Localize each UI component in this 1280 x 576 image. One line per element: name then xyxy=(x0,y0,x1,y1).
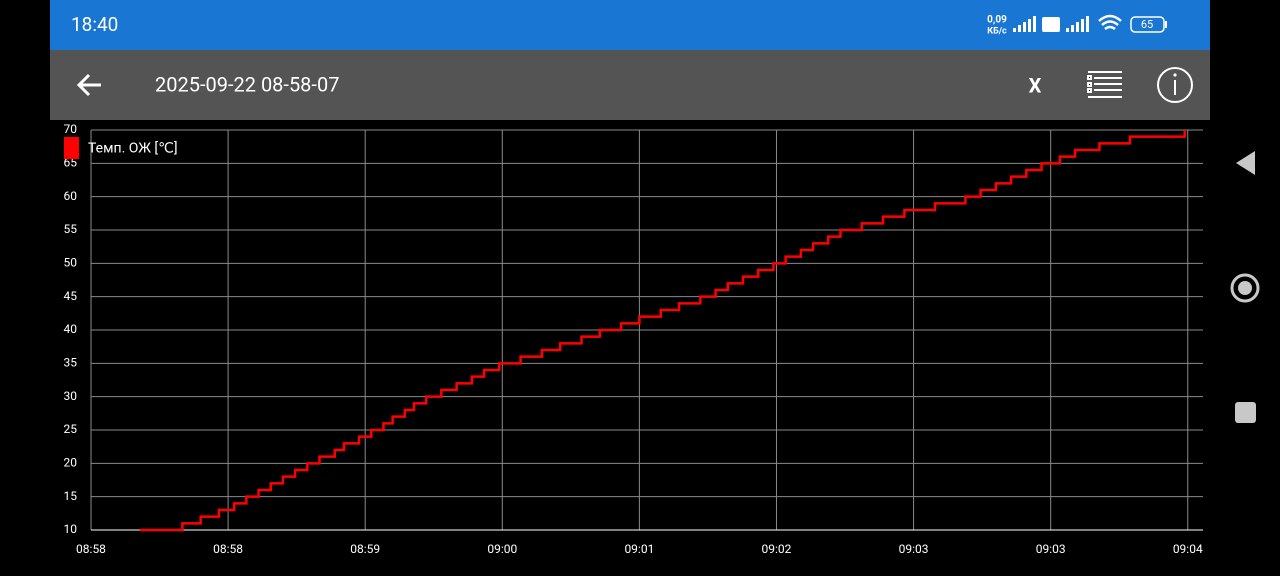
x-tick-label: 08:58 xyxy=(213,542,243,556)
legend-swatch xyxy=(64,137,79,159)
nav-back[interactable] xyxy=(1236,151,1255,175)
y-tick-label: 60 xyxy=(64,189,78,203)
y-tick-label: 65 xyxy=(64,156,78,170)
x-tick-label: 08:58 xyxy=(76,542,106,556)
legend-label: Темп. ОЖ [℃] xyxy=(88,141,178,157)
battery-level: 65 xyxy=(1141,18,1153,31)
y-tick-label: 40 xyxy=(64,322,78,336)
battery-icon xyxy=(1130,16,1165,33)
close-button[interactable]: X xyxy=(1029,73,1042,97)
nav-recents[interactable] xyxy=(1235,402,1256,423)
y-tick-label: 20 xyxy=(64,456,78,470)
toolbar-title: 2025-09-22 08-58-07 xyxy=(155,72,339,96)
chart: 10 15 20 25 30 35 40 45 50 55 60 65 70 08:58 08:58 08:5… xyxy=(64,122,1203,556)
clock: 18:40 xyxy=(71,13,118,36)
signal-icons xyxy=(1013,16,1089,32)
nav-home-dot xyxy=(1238,281,1252,295)
y-tick-label: 25 xyxy=(64,422,78,436)
info-button[interactable] xyxy=(1157,67,1193,103)
x-tick-label: 08:59 xyxy=(350,542,380,556)
data-line xyxy=(139,130,1186,532)
toolbar xyxy=(50,50,1210,120)
network-unit: КБ/с xyxy=(987,26,1007,36)
x-tick-label: 09:00 xyxy=(487,542,517,556)
x-tick-label: 09:01 xyxy=(624,542,654,556)
list-button[interactable] xyxy=(1087,71,1122,98)
y-tick-label: 30 xyxy=(64,389,78,403)
y-tick-label: 50 xyxy=(64,256,78,270)
y-tick-label: 55 xyxy=(64,222,78,236)
network-speed: 0,09 xyxy=(987,15,1007,26)
x-tick-label: 09:02 xyxy=(762,542,792,556)
wifi-icon xyxy=(1098,14,1122,31)
y-tick-label: 45 xyxy=(64,289,78,303)
x-tick-label: 09:03 xyxy=(1036,542,1066,556)
y-tick-label: 70 xyxy=(64,122,78,136)
back-button[interactable] xyxy=(76,73,101,97)
nav-home[interactable] xyxy=(1230,273,1260,303)
x-tick-label: 09:04 xyxy=(1173,542,1203,556)
status-bar xyxy=(50,0,1210,50)
y-tick-label: 15 xyxy=(64,489,78,503)
x-tick-label: 09:03 xyxy=(899,542,929,556)
y-tick-label: 35 xyxy=(64,356,78,370)
y-tick-label: 10 xyxy=(64,522,78,536)
battery-tip xyxy=(1165,21,1167,28)
